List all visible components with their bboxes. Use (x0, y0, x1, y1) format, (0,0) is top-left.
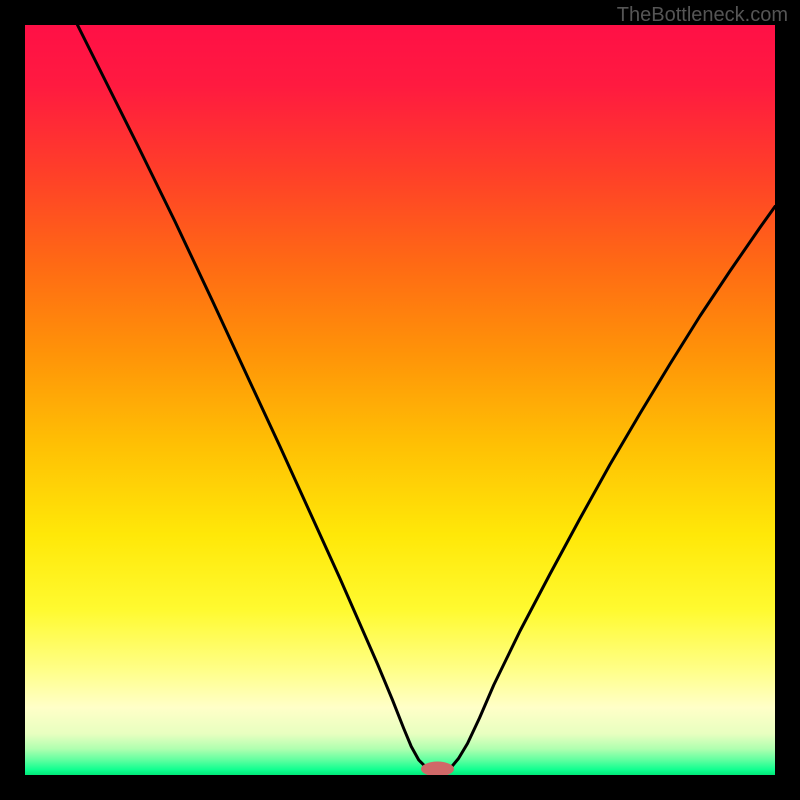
figure-frame: TheBottleneck.com (0, 0, 800, 800)
gradient-background (25, 25, 775, 775)
bottleneck-chart (25, 25, 775, 775)
plot-area (25, 25, 775, 775)
watermark-text: TheBottleneck.com (617, 4, 788, 27)
